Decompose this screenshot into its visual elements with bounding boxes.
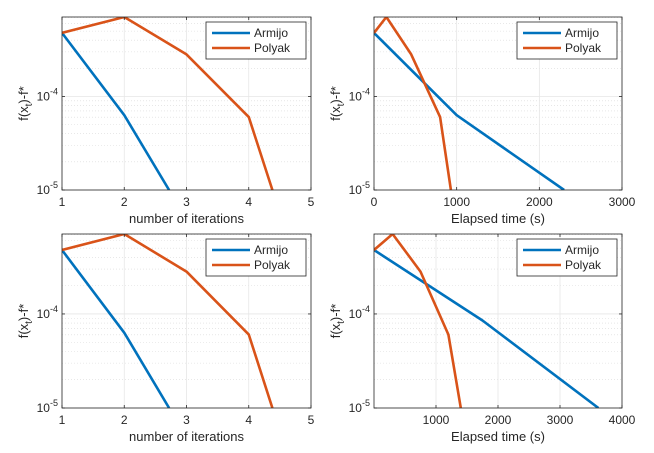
x-tick-label: 5 [308, 195, 315, 209]
y-tick-label: 10-5 [37, 180, 58, 197]
subplot-4: 1000 2000 3000 4000 10-5 10-4 Elapsed time (s)… [328, 233, 636, 444]
y-tick-label: 10-5 [349, 180, 370, 197]
x-tick-label: 2000 [485, 413, 512, 427]
legend-box [205, 21, 307, 60]
x-tick-label: 2 [121, 195, 128, 209]
x-tick-label: 4 [245, 195, 252, 209]
y-tick-label: 10-4 [349, 86, 370, 103]
legend-label-armijo: Armijo [565, 26, 599, 40]
y-tick-label: 10-4 [37, 86, 58, 103]
x-tick-label: 1000 [423, 413, 450, 427]
x-axis-label: number of iterations [129, 429, 244, 444]
x-tick-label: 4 [245, 413, 252, 427]
subplot-3: 1 2 3 4 5 10-5 10-4 number of iterations f(xt)-f… [16, 233, 315, 444]
legend-label-armijo: Armijo [254, 26, 288, 40]
y-axis-label: f(xt)-f* [16, 304, 35, 339]
legend-label-armijo: Armijo [254, 243, 288, 257]
legend-box [516, 238, 618, 277]
series-line-armijo [62, 32, 171, 190]
series-line-armijo [374, 248, 600, 408]
legend-label-polyak: Polyak [565, 258, 602, 272]
x-tick-label: 3000 [609, 195, 636, 209]
y-tick-label: 10-5 [349, 398, 370, 415]
x-tick-label: 2 [121, 413, 128, 427]
legend-box [205, 238, 307, 277]
legend-label-polyak: Polyak [565, 41, 602, 55]
legend-label-armijo: Armijo [565, 243, 599, 257]
series-line-polyak [374, 234, 463, 408]
y-tick-label: 10-4 [349, 304, 370, 321]
legend-label-polyak: Polyak [254, 41, 291, 55]
series-line-armijo [62, 249, 171, 408]
x-axis-label: Elapsed time (s) [451, 429, 545, 444]
x-tick-label: 1000 [443, 195, 470, 209]
y-tick-label: 10-4 [37, 304, 58, 321]
axes-box [373, 16, 623, 191]
x-tick-label: 4000 [609, 413, 636, 427]
y-axis-label: f(xt)-f* [328, 304, 347, 339]
x-axis-label: Elapsed time (s) [451, 211, 545, 226]
y-axis-label: f(xt)-f* [328, 86, 347, 121]
series-line-armijo [374, 31, 565, 190]
x-tick-label: 5 [308, 413, 315, 427]
x-tick-label: 3 [183, 413, 190, 427]
subplot-2: 0 1000 2000 3000 10-5 10-4 Elapsed time (s) f(x… [328, 16, 636, 226]
x-tick-label: 1 [59, 195, 66, 209]
subplot-1: 1 2 3 4 5 10-5 10-4 number of iterations f(xt)-f… [16, 16, 315, 226]
legend-box [516, 21, 618, 60]
x-tick-label: 3 [183, 195, 190, 209]
series-line-polyak [62, 17, 274, 190]
series-line-polyak [62, 234, 274, 408]
y-axis-label: f(xt)-f* [16, 86, 35, 121]
y-tick-label: 10-5 [37, 398, 58, 415]
x-tick-label: 0 [371, 195, 378, 209]
series-line-polyak [374, 17, 453, 190]
x-tick-label: 1 [59, 413, 66, 427]
legend-label-polyak: Polyak [254, 258, 291, 272]
x-tick-label: 3000 [547, 413, 574, 427]
x-axis-label: number of iterations [129, 211, 244, 226]
x-tick-label: 2000 [526, 195, 553, 209]
